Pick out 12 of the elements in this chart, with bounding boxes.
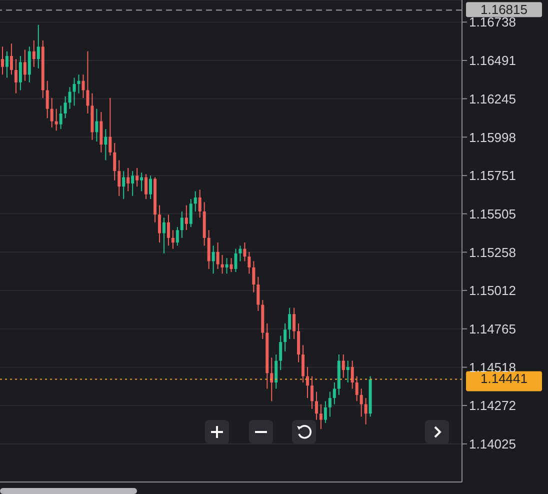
y-tick-label: 1.14025	[469, 436, 516, 452]
y-tick-label: 1.15258	[469, 244, 516, 260]
y-tick-label: 1.15751	[469, 168, 516, 184]
y-tick-label: 1.15012	[469, 283, 516, 298]
y-tick-label: 1.16738	[469, 14, 516, 30]
y-tick-label: 1.14272	[469, 398, 516, 414]
y-tick-label: 1.15505	[469, 206, 516, 222]
y-tick-label: 1.14765	[469, 321, 516, 336]
y-tick-label: 1.16491	[469, 53, 516, 68]
y-tick-label: 1.16245	[469, 91, 516, 106]
ref-line-label: 1.16815	[480, 2, 528, 18]
y-tick-label: 1.15998	[469, 130, 516, 145]
